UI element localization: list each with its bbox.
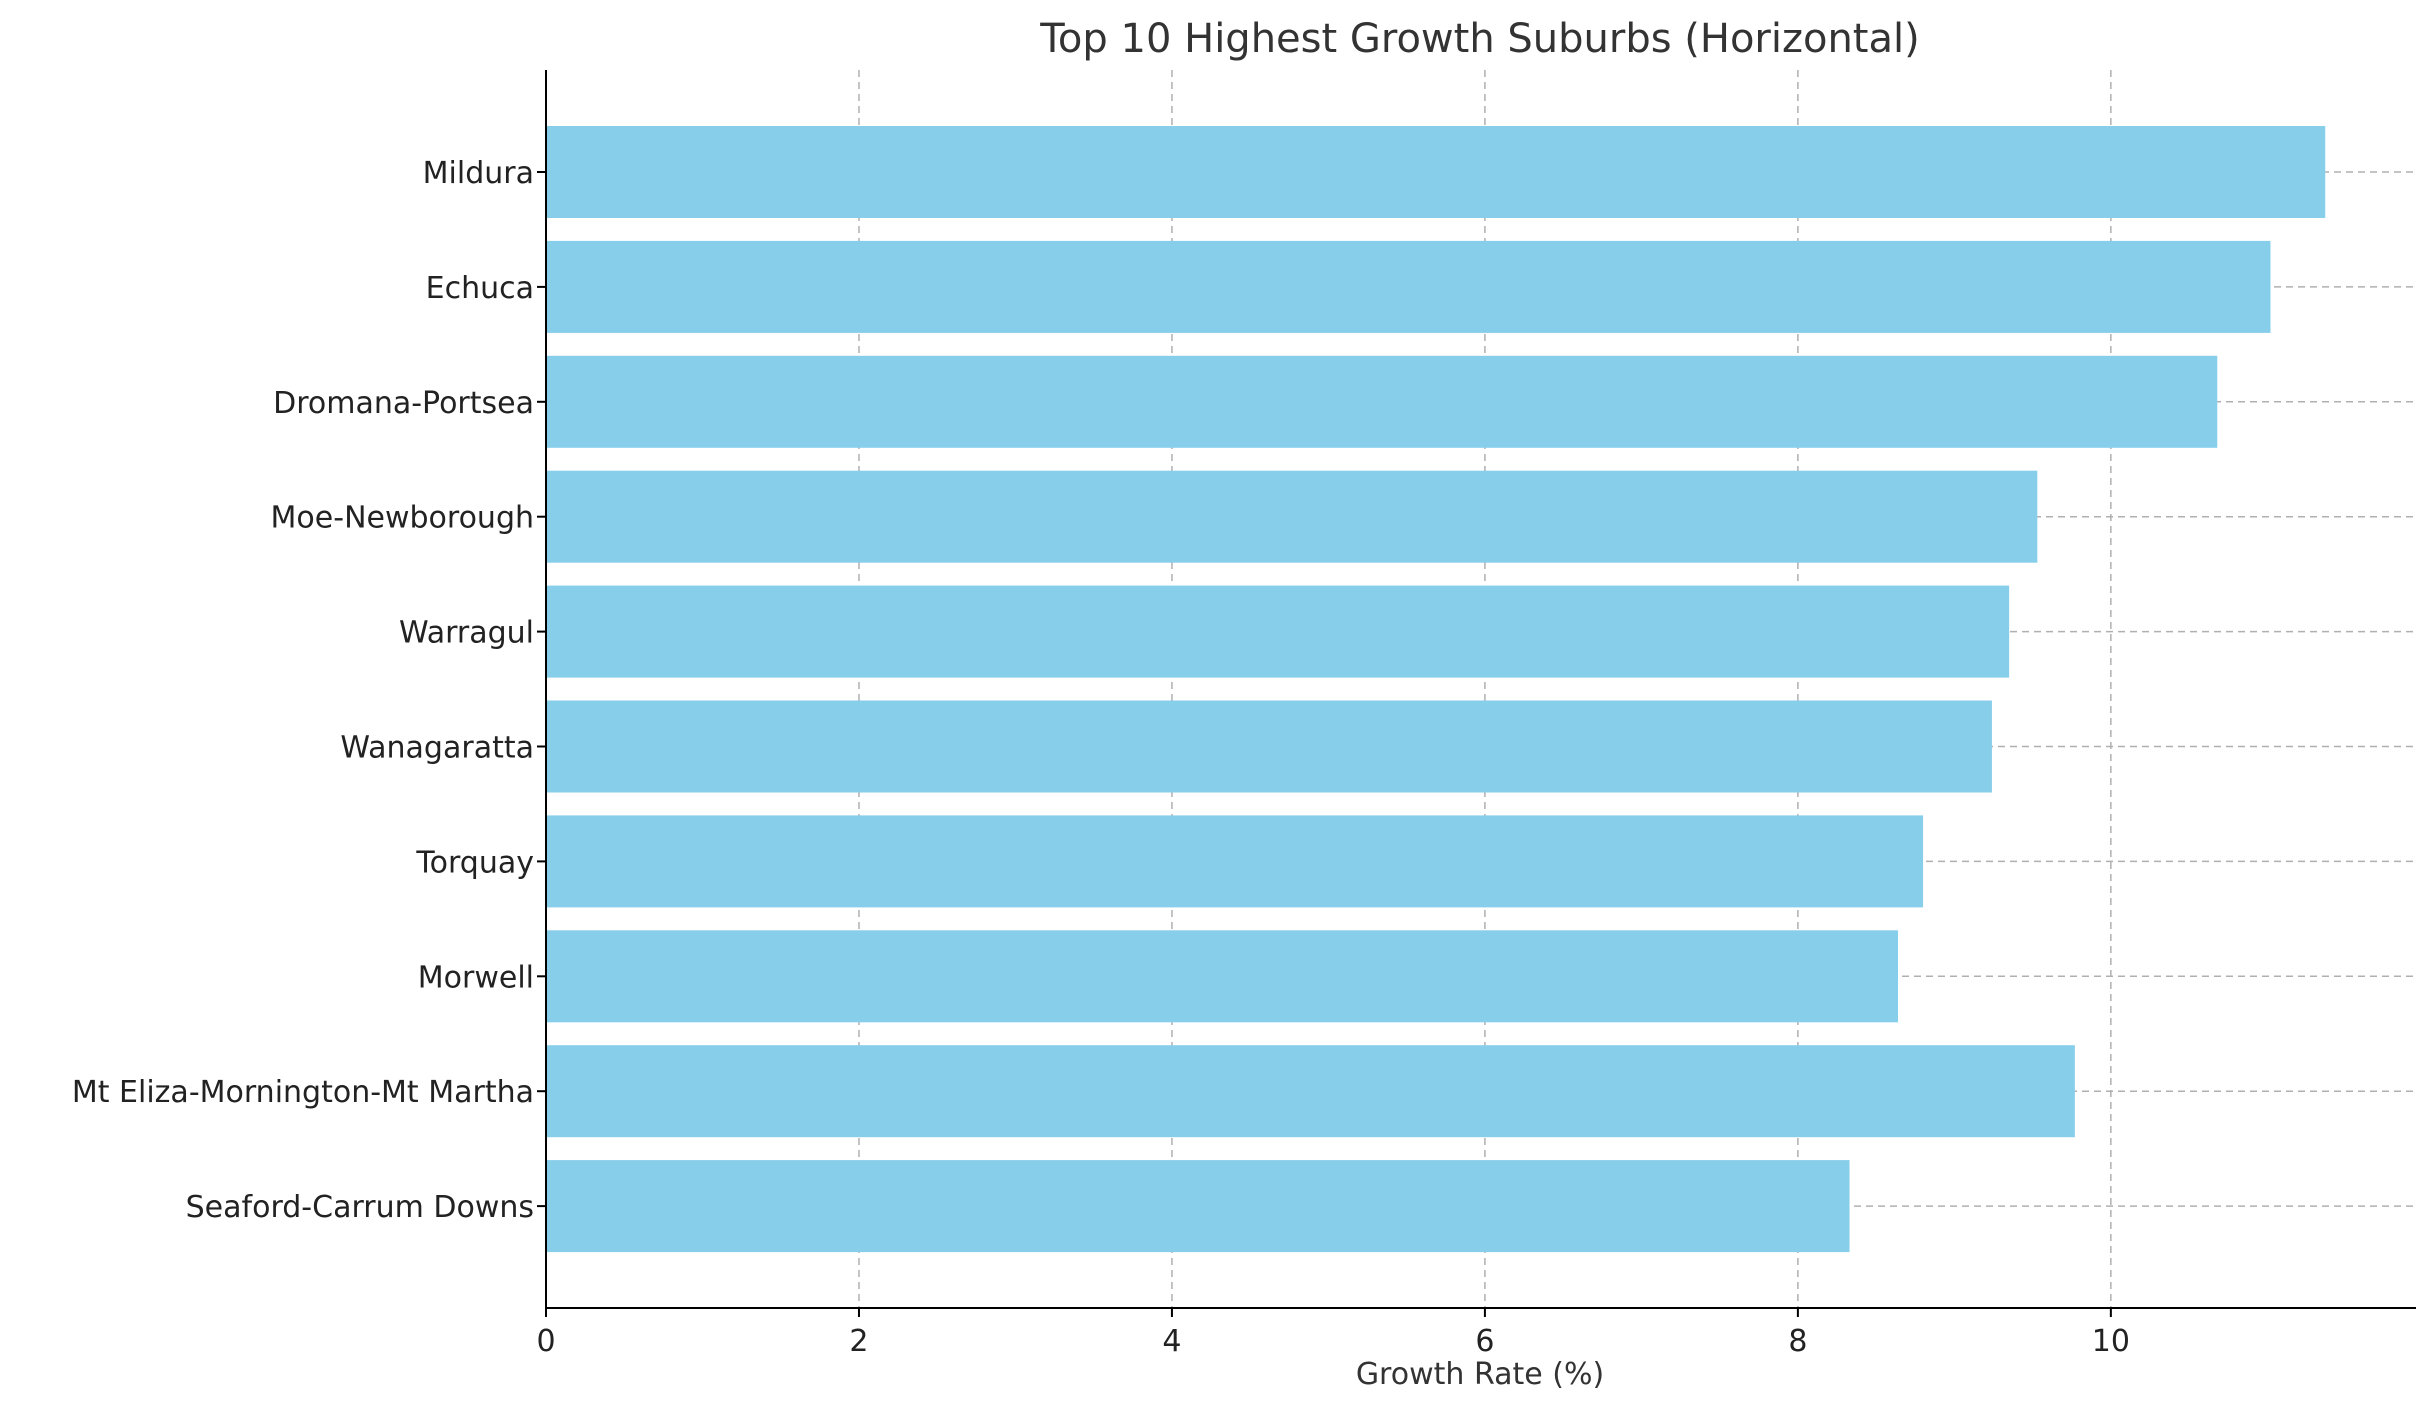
bar-warragul <box>546 585 2010 678</box>
x-tick-label: 10 <box>2092 1324 2130 1359</box>
bar-echuca <box>546 240 2271 333</box>
y-tick-label: Morwell <box>418 960 534 995</box>
y-tick-label: Moe-Newborough <box>271 501 534 536</box>
bar-morwell <box>546 930 1899 1023</box>
bar-mildura <box>546 126 2326 218</box>
bar-wanagaratta <box>546 700 1992 793</box>
chart-title: Top 10 Highest Growth Suburbs (Horizonta… <box>1039 16 1919 62</box>
y-tick-label: Wanagaratta <box>340 731 534 766</box>
y-tick-label: Torquay <box>415 845 534 880</box>
bars <box>546 126 2326 1253</box>
x-tick-label: 6 <box>1475 1324 1494 1359</box>
axes <box>545 70 2416 1309</box>
y-tick-label: Warragul <box>399 616 534 651</box>
y-tick-label: Mildura <box>423 156 534 191</box>
y-tick-label: Seaford-Carrum Downs <box>186 1190 534 1225</box>
x-tick-label: 4 <box>1162 1324 1181 1359</box>
x-tick-label: 2 <box>849 1324 868 1359</box>
y-tick-label: Echuca <box>426 271 534 306</box>
tick-labels: Mildura Echuca Dromana-Portsea Moe-Newborou… <box>72 156 2130 1359</box>
x-axis-title: Growth Rate (%) <box>1356 1357 1604 1392</box>
bar-dromana-portsea <box>546 355 2218 448</box>
bar-mt-eliza-mornington-mt-martha <box>546 1045 2075 1138</box>
y-tick-label: Mt Eliza-Mornington-Mt Martha <box>72 1075 534 1110</box>
bar-torquay <box>546 815 1924 908</box>
y-tick-label: Dromana-Portsea <box>273 386 534 421</box>
bar-seaford-carrum-downs <box>546 1160 1850 1253</box>
x-tick-label: 8 <box>1788 1324 1807 1359</box>
bar-moe-newborough <box>546 470 2038 563</box>
x-tick-label: 0 <box>536 1324 555 1359</box>
